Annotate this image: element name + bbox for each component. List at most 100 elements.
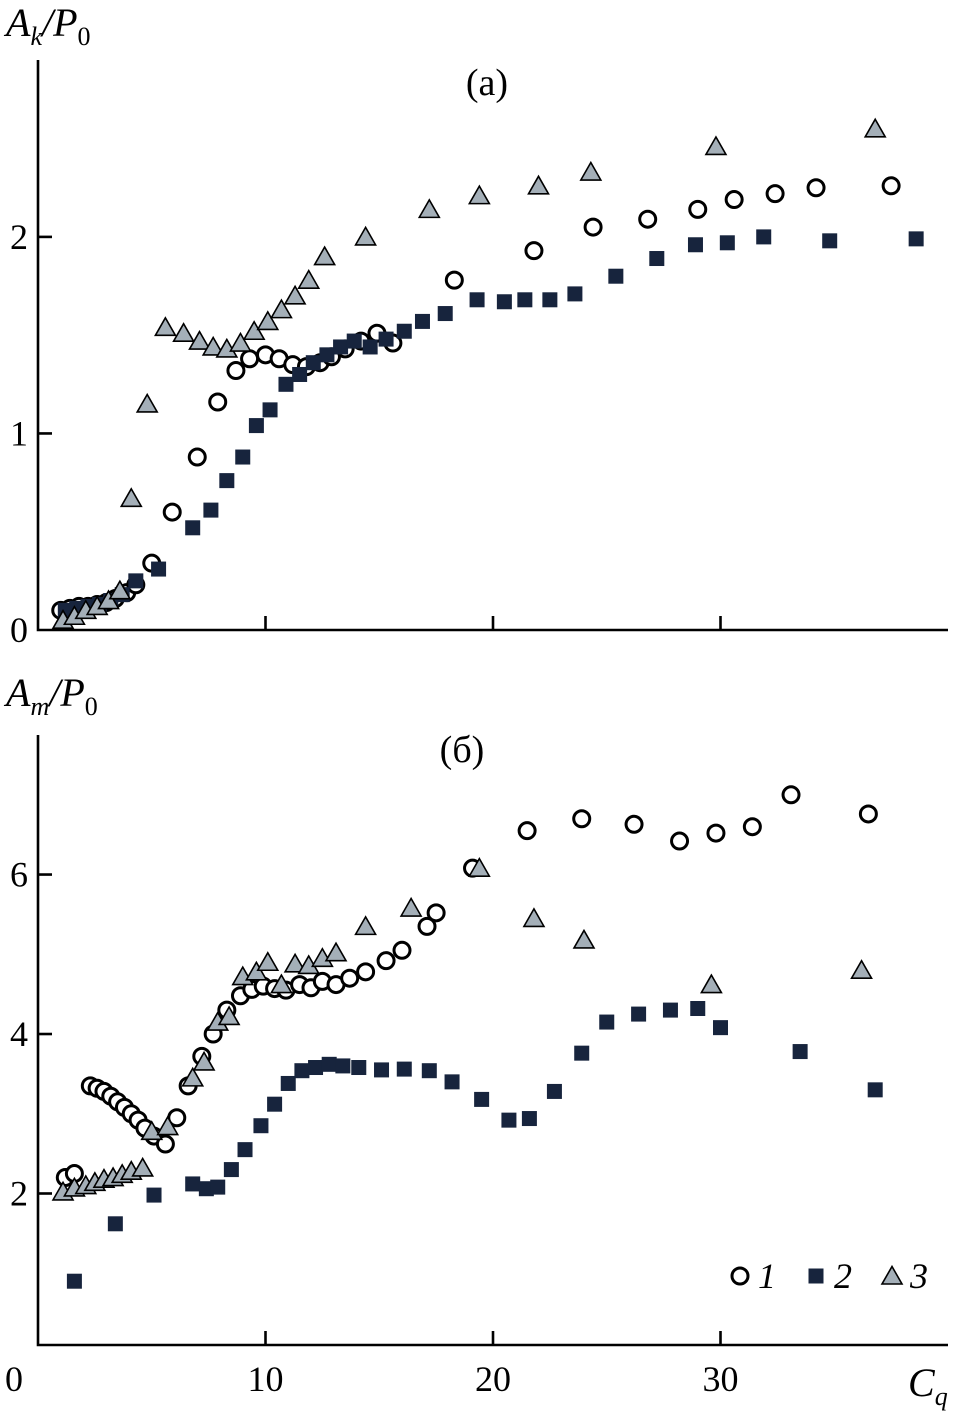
data-point-series-3 — [131, 1156, 155, 1177]
x-tick-label: 30 — [703, 1359, 739, 1399]
legend-label: 1 — [758, 1256, 776, 1296]
data-point-series-1 — [524, 241, 544, 261]
data-point-series-2 — [308, 1060, 324, 1076]
data-point-series-3 — [700, 973, 723, 994]
legend-label: 3 — [909, 1256, 928, 1296]
data-point-series-2 — [567, 286, 583, 302]
y-tick-label: 0 — [10, 610, 28, 650]
data-point-series-3 — [704, 135, 728, 156]
data-point-series-1 — [806, 178, 826, 198]
data-point-series-2 — [335, 1058, 351, 1074]
series-3 — [51, 857, 873, 1201]
data-point-series-2 — [128, 573, 144, 589]
data-point-series-2 — [294, 1063, 310, 1079]
data-point-series-3 — [181, 1066, 205, 1087]
data-point-series-2 — [346, 333, 362, 349]
legend-marker-triangle — [880, 1264, 904, 1285]
data-point-series-1 — [724, 190, 744, 210]
data-point-series-2 — [444, 1074, 460, 1090]
data-point-series-1 — [187, 447, 207, 467]
x-axis-title: Cq — [908, 1360, 948, 1411]
data-point-series-2 — [608, 268, 624, 284]
data-point-series-3 — [283, 952, 307, 973]
axes — [36, 735, 948, 1347]
data-point-series-2 — [66, 1273, 82, 1289]
data-point-series-1 — [240, 349, 260, 369]
data-point-series-2 — [319, 347, 335, 363]
data-point-series-2 — [278, 376, 294, 392]
data-point-series-3 — [850, 959, 873, 980]
data-point-series-2 — [501, 1112, 517, 1128]
data-point-series-3 — [188, 329, 211, 350]
data-point-series-3 — [192, 1050, 216, 1071]
data-point-series-3 — [217, 1005, 241, 1026]
data-point-series-3 — [270, 298, 293, 319]
data-point-series-2 — [792, 1044, 808, 1060]
data-point-series-3 — [201, 335, 225, 356]
data-point-series-2 — [362, 339, 378, 355]
panel-1 — [36, 60, 948, 632]
data-point-series-3 — [270, 973, 293, 994]
series-2 — [66, 1001, 883, 1289]
data-point-series-1 — [742, 817, 762, 837]
data-point-series-1 — [781, 785, 801, 805]
data-point-series-2 — [280, 1075, 296, 1091]
data-point-series-1 — [426, 903, 446, 923]
data-point-series-2 — [662, 1002, 678, 1018]
data-point-series-2 — [235, 449, 251, 465]
data-point-series-2 — [574, 1045, 590, 1061]
y-tick-label: 4 — [10, 1014, 28, 1054]
data-point-series-2 — [631, 1006, 647, 1022]
data-point-series-3 — [119, 487, 143, 508]
data-point-series-1 — [583, 217, 603, 237]
data-point-series-2 — [496, 294, 512, 310]
data-point-series-2 — [599, 1014, 615, 1030]
data-point-series-2 — [690, 1001, 706, 1017]
data-point-series-2 — [146, 1187, 162, 1203]
data-point-series-2 — [713, 1020, 728, 1036]
data-point-series-3 — [154, 316, 177, 337]
data-point-series-1 — [638, 209, 658, 229]
data-point-series-2 — [351, 1060, 367, 1076]
data-point-series-2 — [517, 292, 533, 308]
data-point-series-1 — [624, 814, 644, 834]
x-tick-label: 20 — [475, 1359, 511, 1399]
data-point-series-2 — [210, 1179, 226, 1195]
data-point-series-2 — [421, 1063, 437, 1079]
data-point-series-3 — [579, 160, 603, 181]
data-point-series-2 — [305, 355, 321, 371]
data-point-series-2 — [237, 1142, 253, 1158]
data-point-series-3 — [522, 907, 546, 928]
data-point-series-3 — [354, 225, 377, 246]
data-point-series-3 — [256, 310, 280, 331]
series-2 — [57, 229, 924, 618]
data-point-series-1 — [881, 176, 901, 196]
data-point-series-2 — [396, 1061, 412, 1077]
data-point-series-1 — [376, 951, 396, 971]
data-point-series-2 — [474, 1091, 490, 1107]
series-1 — [55, 785, 878, 1188]
data-point-series-1 — [162, 502, 182, 522]
data-point-series-3 — [135, 392, 159, 413]
data-point-series-1 — [517, 821, 537, 841]
data-point-series-1 — [572, 809, 592, 829]
data-point-series-1 — [688, 199, 708, 219]
data-point-series-3 — [242, 320, 266, 341]
y-axis-title: Ak/P0 — [3, 0, 91, 51]
data-point-series-2 — [223, 1162, 239, 1178]
data-point-series-2 — [437, 306, 453, 322]
data-point-series-3 — [863, 117, 887, 138]
data-point-series-1 — [670, 831, 690, 851]
data-point-series-1 — [765, 184, 785, 204]
series-1 — [51, 176, 901, 620]
data-point-series-3 — [324, 941, 348, 962]
y-tick-label: 1 — [10, 413, 28, 453]
data-point-series-2 — [719, 235, 735, 251]
data-point-series-2 — [542, 292, 558, 308]
data-point-series-3 — [417, 198, 441, 219]
legend-marker-square — [808, 1268, 824, 1284]
y-tick-label: 2 — [10, 1173, 28, 1213]
data-point-series-1 — [356, 962, 376, 982]
